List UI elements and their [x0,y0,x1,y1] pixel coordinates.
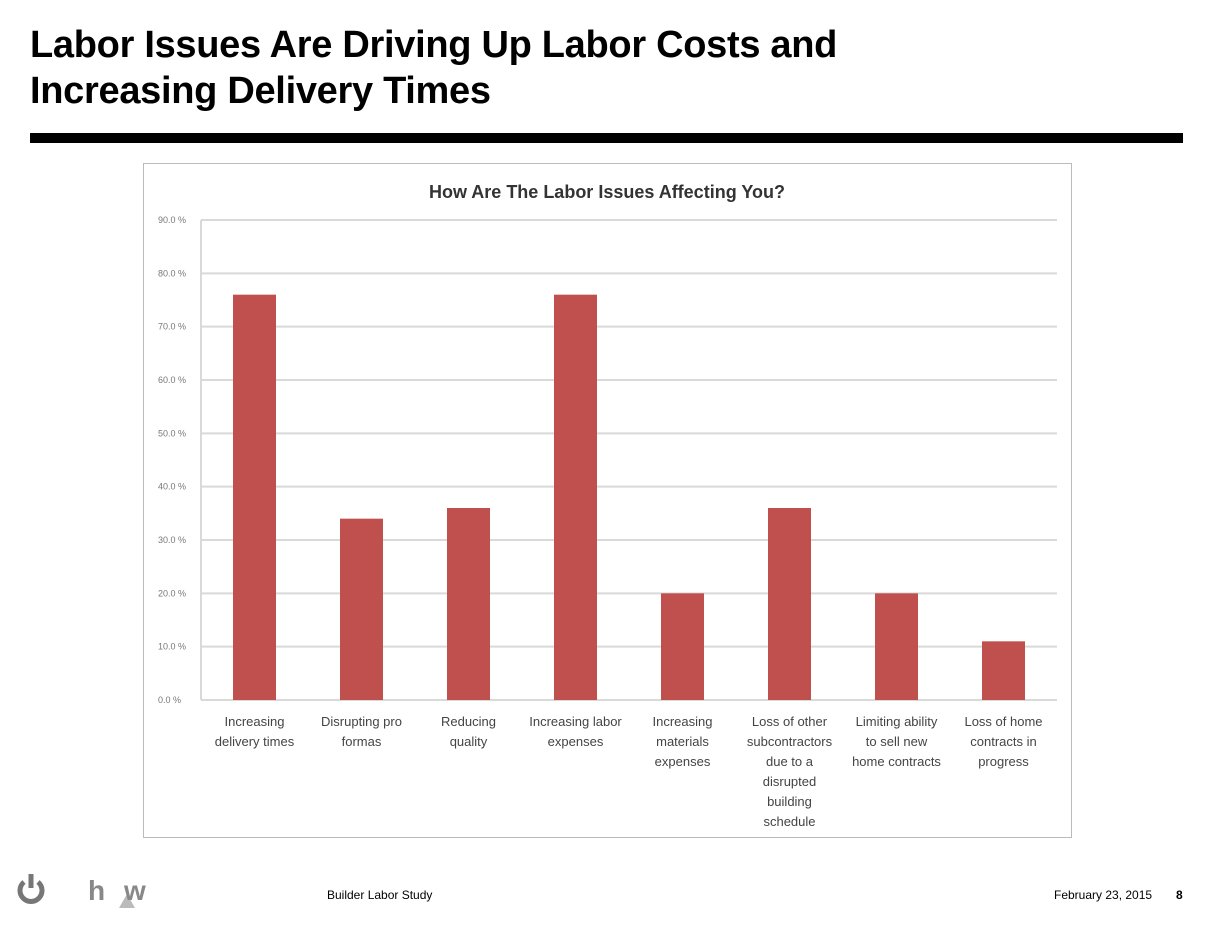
footer-date: February 23, 2015 [1054,888,1153,902]
x-tick-label: Increasing labor expenses [529,714,622,749]
logos: h w [17,874,146,908]
chart-title: How Are The Labor Issues Affecting You? [429,182,785,202]
x-tick-label: Disrupting pro formas [321,714,402,749]
y-tick-label: 10.0 % [158,642,186,652]
y-tick-label: 30.0 % [158,535,186,545]
bar [982,641,1025,700]
bar [661,593,704,700]
y-tick-label: 90.0 % [158,215,186,225]
page-number: 8 [1176,888,1183,902]
footer-study-name: Builder Labor Study [327,888,433,902]
x-tick-label: Limiting ability to sell new home contract… [852,714,941,769]
y-tick-label: 60.0 % [158,375,186,385]
y-tick-label: 50.0 % [158,428,186,438]
x-tick-label: Loss of other subcontractors due to a disru… [747,714,833,829]
svg-text:h: h [88,875,105,906]
bar [875,593,918,700]
y-tick-label: 70.0 % [158,322,186,332]
y-tick-label: 80.0 % [158,268,186,278]
title-divider [30,133,1183,143]
power-icon [17,874,45,904]
bar [447,508,490,700]
y-tick-label: 40.0 % [158,482,186,492]
title-line-2: Increasing Delivery Times [30,70,491,112]
x-tick-label: Increasing materials expenses [653,714,713,769]
hw-logo: h w [88,875,146,908]
x-tick-label: Loss of home contracts in progress [964,714,1042,769]
svg-text:w: w [123,875,146,906]
title-line-1: Labor Issues Are Driving Up Labor Costs … [30,24,838,66]
bar [768,508,811,700]
x-tick-label: Reducing quality [441,714,496,749]
bar [233,294,276,700]
slide-title: Labor Issues Are Driving Up Labor Costs … [30,22,837,114]
bar [554,294,597,700]
y-tick-label: 20.0 % [158,588,186,598]
chart-frame [143,163,1072,838]
y-tick-label: 0.0 % [158,695,181,705]
bar [340,518,383,700]
x-tick-label: Increasing delivery times [215,714,295,749]
